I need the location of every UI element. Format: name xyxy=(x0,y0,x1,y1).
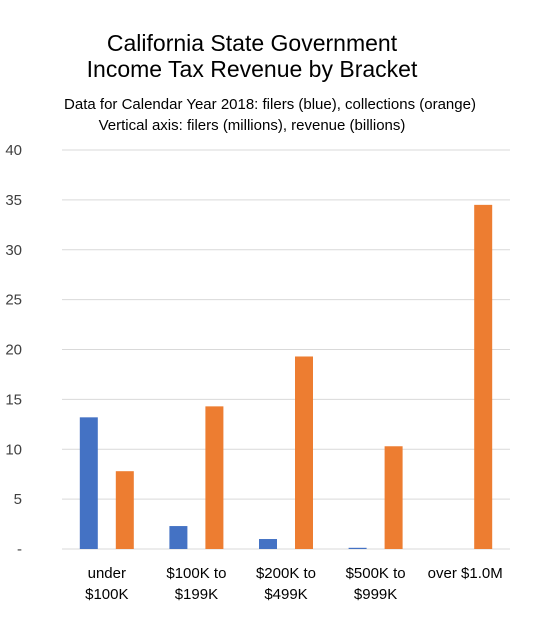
y-tick-label-10: 10 xyxy=(5,441,22,458)
bar-series2-cat2 xyxy=(205,406,224,549)
y-tick-label-40: 40 xyxy=(5,142,22,159)
bar-series1-cat2 xyxy=(169,526,188,549)
y-tick-label-20: 20 xyxy=(5,342,22,359)
gridlines xyxy=(62,149,510,550)
x-category-label-3-line-1: $200K to xyxy=(256,565,316,582)
x-category-label-2-line-1: $100K to xyxy=(166,565,226,582)
chart-subtitle-line-2: Vertical axis: filers (millions), revenu… xyxy=(99,117,406,134)
bars xyxy=(79,204,493,550)
chart-title-line-2: Income Tax Revenue by Bracket xyxy=(87,56,418,82)
y-tick-label-35: 35 xyxy=(5,192,22,209)
chart-title-line-1: California State Government xyxy=(107,30,398,56)
bar-series1-cat3 xyxy=(259,539,277,549)
x-category-label-5-line-1: over $1.0M xyxy=(428,565,503,582)
x-category-label-1-line-1: under xyxy=(88,565,126,582)
bar-series2-cat3 xyxy=(295,356,313,549)
x-category-label-2-line-2: $199K xyxy=(175,586,218,603)
x-category-label-4-line-1: $500K to xyxy=(346,565,406,582)
bar-series1-cat1 xyxy=(79,417,98,549)
bar-series2-cat4 xyxy=(384,446,403,549)
y-tick-label-25: 25 xyxy=(5,292,22,309)
y-tick-label-30: 30 xyxy=(5,242,22,259)
bar-series1-cat4 xyxy=(348,547,367,549)
x-category-label-4-line-2: $999K xyxy=(354,586,397,603)
bar-series2-cat5 xyxy=(474,204,493,550)
chart-subtitle-line-1: Data for Calendar Year 2018: filers (blu… xyxy=(64,96,476,113)
y-tick-label-15: 15 xyxy=(5,391,22,408)
y-tick-label-0: - xyxy=(17,541,22,558)
x-category-label-3-line-2: $499K xyxy=(264,586,307,603)
y-tick-label-5: 5 xyxy=(14,491,22,508)
x-category-label-1-line-2: $100K xyxy=(85,586,128,603)
bar-series2-cat1 xyxy=(115,471,134,549)
